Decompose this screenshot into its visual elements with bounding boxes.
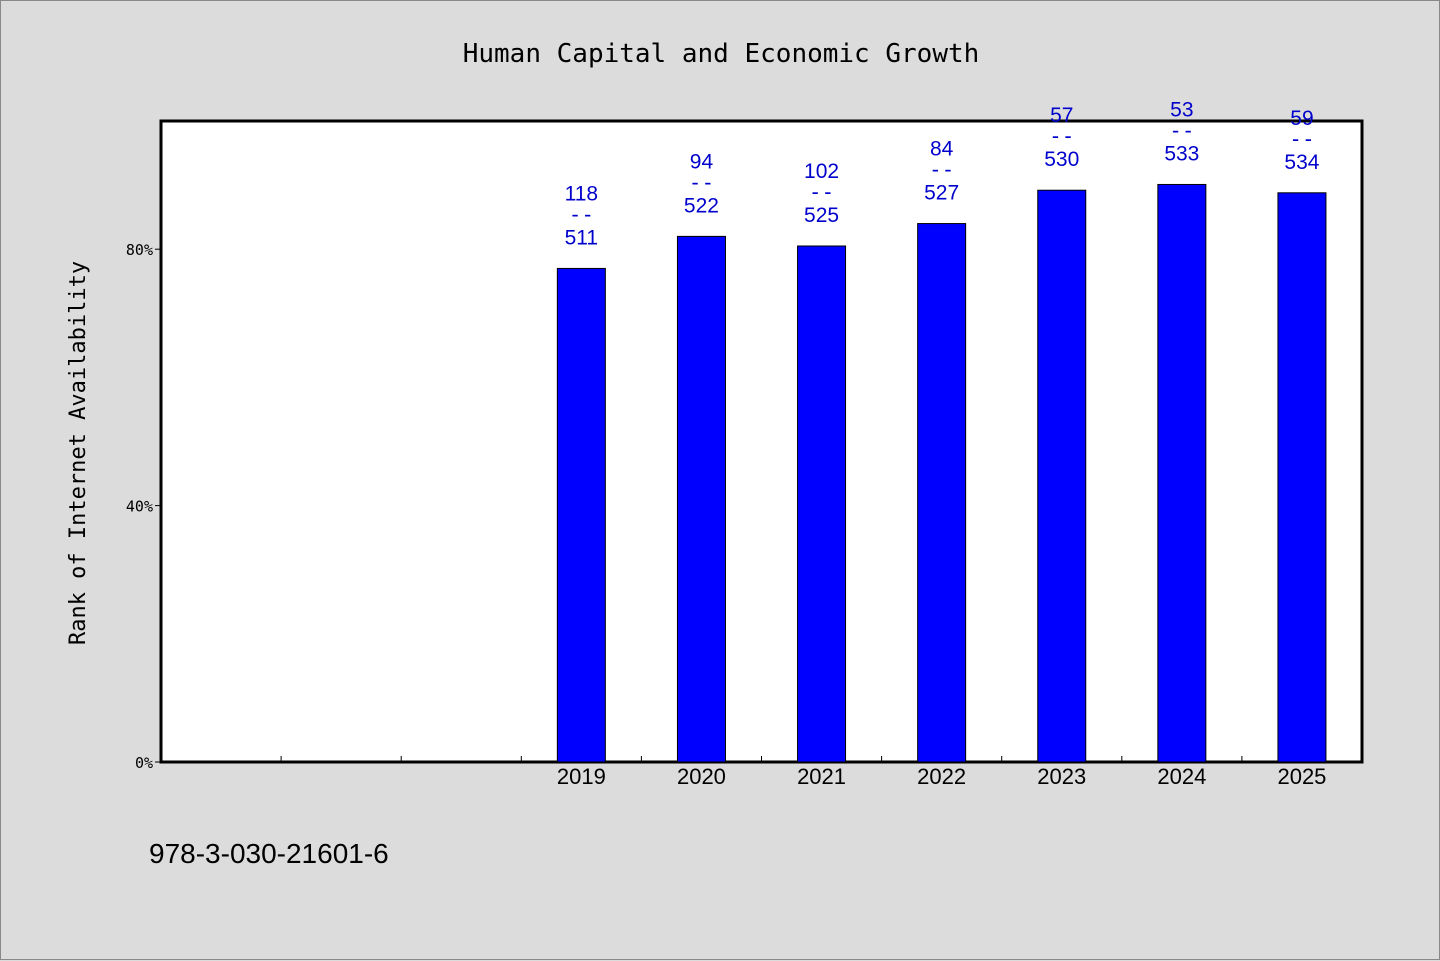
- bar-label-separator: --: [1049, 124, 1074, 148]
- bar-2022: [917, 223, 967, 763]
- bar-label-rank: 94: [690, 150, 714, 173]
- x-tick-label: 2024: [1157, 764, 1206, 789]
- x-tick-label: 2020: [677, 764, 726, 789]
- bar-2021: [797, 245, 847, 763]
- bar-labels-group: 118--51194--522102--52584--52757--53053-…: [565, 98, 1320, 249]
- x-tick-label: 2025: [1277, 764, 1326, 789]
- bar-label-separator: --: [689, 170, 714, 194]
- chart-title: Human Capital and Economic Growth: [463, 39, 980, 69]
- bar-label-total: 527: [924, 182, 959, 205]
- bar-label-rank: 53: [1170, 98, 1193, 121]
- bar-label-total: 511: [565, 226, 598, 249]
- bars-group: [556, 183, 1327, 763]
- bar-label-separator: --: [929, 158, 954, 182]
- bar-label-separator: --: [1169, 118, 1194, 142]
- y-tick-label: 80%: [126, 241, 153, 259]
- bar-label-rank: 118: [565, 182, 598, 205]
- y-axis-label: Rank of Internet Availability: [66, 261, 91, 645]
- y-tick-label: 0%: [135, 754, 153, 772]
- y-axis: 0% 40% 80%: [126, 241, 161, 772]
- x-tick-label: 2021: [797, 764, 846, 789]
- bar-label-total: 534: [1284, 151, 1319, 174]
- bar-label-rank: 102: [804, 160, 839, 183]
- bar-label-total: 530: [1044, 148, 1079, 171]
- footnote-isbn: 978-3-030-21601-6: [149, 838, 389, 869]
- x-axis: 2019 2020 2021 2022 2023 2024 2025: [280, 756, 1326, 789]
- bar-2023: [1037, 189, 1087, 763]
- bar-label-separator: --: [1289, 127, 1314, 151]
- y-tick-label: 40%: [126, 498, 153, 516]
- bar-label-rank: 59: [1290, 107, 1313, 130]
- x-tick-label: 2022: [917, 764, 966, 789]
- bar-label-separator: --: [809, 180, 834, 204]
- bar-label-total: 522: [684, 194, 719, 217]
- bar-label-rank: 84: [930, 138, 954, 161]
- bar-label-separator: --: [569, 202, 594, 226]
- bar-2019: [556, 267, 606, 763]
- bar-label-total: 533: [1164, 142, 1199, 165]
- bar-label-total: 525: [804, 204, 839, 227]
- bar-2020: [676, 235, 726, 763]
- bar-2024: [1157, 183, 1207, 763]
- x-tick-label: 2023: [1037, 764, 1086, 789]
- bar-2025: [1277, 192, 1327, 763]
- x-tick-label: 2019: [557, 764, 606, 789]
- bar-label-rank: 57: [1050, 104, 1073, 127]
